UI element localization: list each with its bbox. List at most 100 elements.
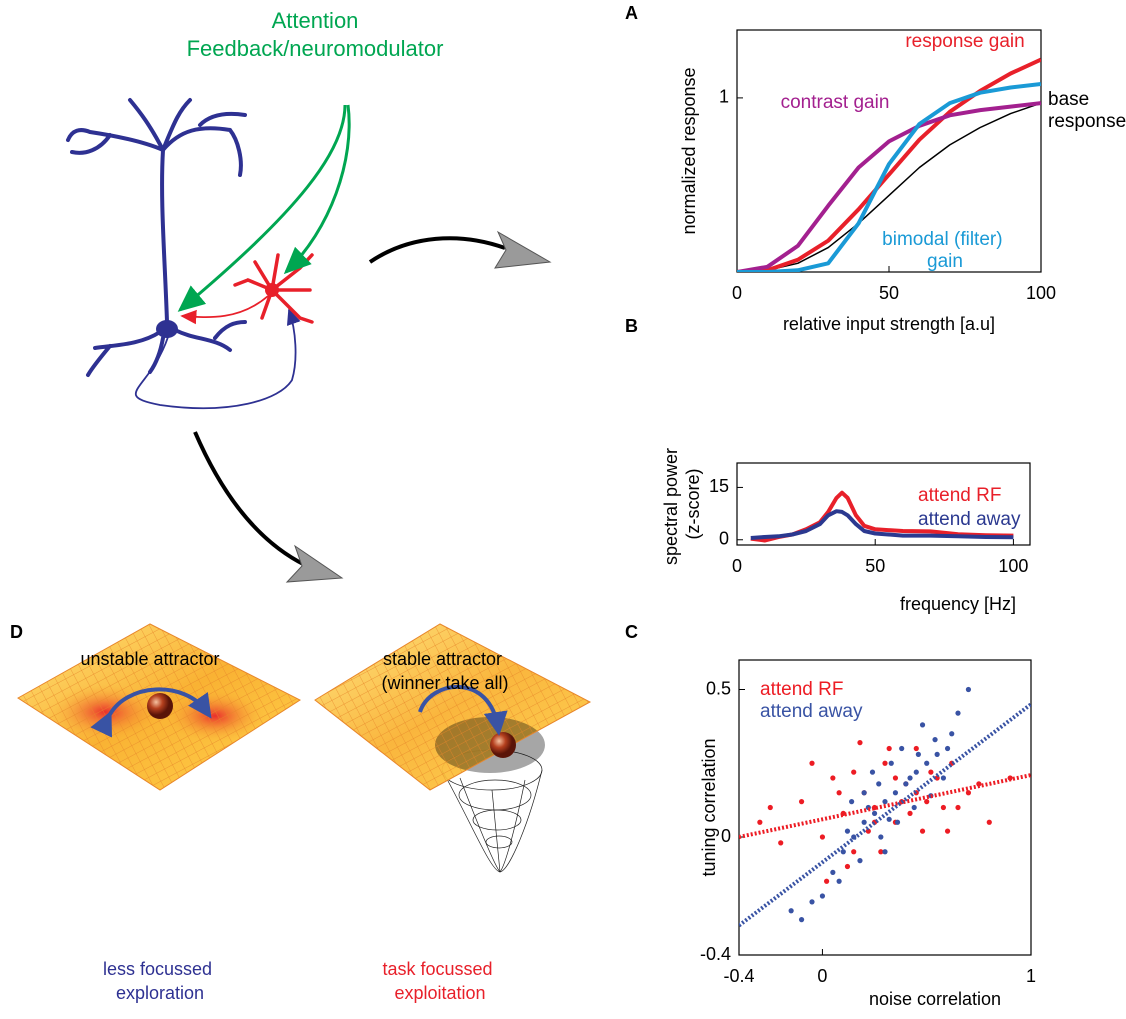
fit-line: [739, 704, 1031, 925]
scatter-point: [949, 731, 954, 736]
scatter-point: [845, 829, 850, 834]
soma: [156, 320, 178, 338]
scatter-point: [895, 820, 900, 825]
flow-arrow: [195, 432, 305, 565]
scatter-point: [862, 790, 867, 795]
scatter-point: [830, 775, 835, 780]
x-axis-label: frequency [Hz]: [900, 594, 1016, 614]
y-tick-label: 1: [719, 87, 729, 107]
scatter-point: [916, 752, 921, 757]
scatter-point: [932, 737, 937, 742]
scatter-point: [882, 849, 887, 854]
scatter-point: [955, 711, 960, 716]
scatter-point: [882, 799, 887, 804]
scatter-point: [841, 849, 846, 854]
scatter-point: [876, 781, 881, 786]
panel-label: C: [625, 622, 638, 642]
y-tick-label: -0.4: [700, 944, 731, 964]
scatter-point: [809, 899, 814, 904]
scatter-point: [857, 858, 862, 863]
scatter-point: [837, 879, 842, 884]
x-tick-label: 1: [1026, 966, 1036, 986]
scatter-point: [851, 849, 856, 854]
scatter-point: [820, 834, 825, 839]
x-tick-label: 50: [879, 283, 899, 303]
scatter-point: [882, 761, 887, 766]
scatter-point: [955, 805, 960, 810]
scatter-point: [889, 761, 894, 766]
y-axis-label: tuning correlation: [699, 738, 719, 876]
scatter-point: [837, 790, 842, 795]
scatter-point: [862, 820, 867, 825]
scatter-point: [887, 817, 892, 822]
scatter-point: [966, 687, 971, 692]
x-tick-label: 50: [865, 556, 885, 576]
scatter-point: [907, 775, 912, 780]
scatter-point: [778, 840, 783, 845]
y-axis-label: normalized response: [679, 67, 699, 234]
fit-line: [739, 775, 1031, 837]
scatter-point: [903, 781, 908, 786]
arrowhead: [287, 546, 342, 582]
panel-d-caption: task focussed exploitation: [382, 959, 497, 1003]
figure: Attention Feedback/neuromodulator: [0, 0, 1126, 1019]
x-tick-label: -0.4: [723, 966, 754, 986]
series-label: base response: [1048, 89, 1126, 132]
scatter-point: [887, 746, 892, 751]
y-tick-label: 0.5: [706, 678, 731, 698]
scatter-point: [824, 879, 829, 884]
scatter-point: [857, 740, 862, 745]
scatter-point: [914, 746, 919, 751]
scatter-point: [928, 770, 933, 775]
scatter-point: [941, 775, 946, 780]
scatter-point: [966, 790, 971, 795]
scatter-point: [799, 799, 804, 804]
y-tick-label: 0: [719, 529, 729, 549]
flow-arrow: [370, 238, 505, 262]
scatter-point: [924, 799, 929, 804]
series-label: response gain: [905, 31, 1024, 52]
scatter-point: [941, 805, 946, 810]
scatter-point: [870, 770, 875, 775]
panel-label: D: [10, 622, 23, 642]
scatter-point: [920, 722, 925, 727]
x-tick-label: 100: [1026, 283, 1056, 303]
scatter-point: [768, 805, 773, 810]
scatter-point: [830, 870, 835, 875]
panel-d-title: unstable attractor: [80, 649, 219, 669]
scatter-point: [924, 761, 929, 766]
scatter-point: [907, 811, 912, 816]
scatter-point: [945, 829, 950, 834]
y-axis-label: spectral power (z-score): [661, 443, 703, 565]
attention-label: Attention: [272, 8, 359, 33]
panel-d-caption: less focussed exploration: [103, 959, 217, 1003]
scatter-point: [757, 820, 762, 825]
x-axis-label: relative input strength [a.u]: [783, 314, 995, 334]
scatter-point: [912, 805, 917, 810]
scatter-point: [849, 799, 854, 804]
scatter-point: [872, 811, 877, 816]
scatter-point: [878, 834, 883, 839]
scatter-point: [893, 790, 898, 795]
x-tick-label: 0: [817, 966, 827, 986]
scatter-point: [914, 770, 919, 775]
scatter-point: [789, 908, 794, 913]
feedback-arrow: [180, 105, 345, 310]
scatter-point: [893, 775, 898, 780]
x-axis-label: noise correlation: [869, 989, 1001, 1009]
x-tick-label: 100: [998, 556, 1028, 576]
scatter-point: [935, 752, 940, 757]
scatter-point: [945, 746, 950, 751]
series-label: attend away: [760, 701, 863, 722]
scatter-point: [809, 761, 814, 766]
y-tick-label: 15: [709, 476, 729, 496]
feedback-label: Feedback/neuromodulator: [187, 36, 444, 61]
panel-label: B: [625, 316, 638, 336]
interneuron-soma: [265, 283, 279, 297]
series-label: attend RF: [918, 485, 1001, 506]
arrowhead: [495, 232, 550, 268]
series-label: attend away: [918, 509, 1021, 530]
y-tick-label: 0: [721, 826, 731, 846]
scatter-point: [920, 829, 925, 834]
series-label: contrast gain: [781, 92, 890, 113]
